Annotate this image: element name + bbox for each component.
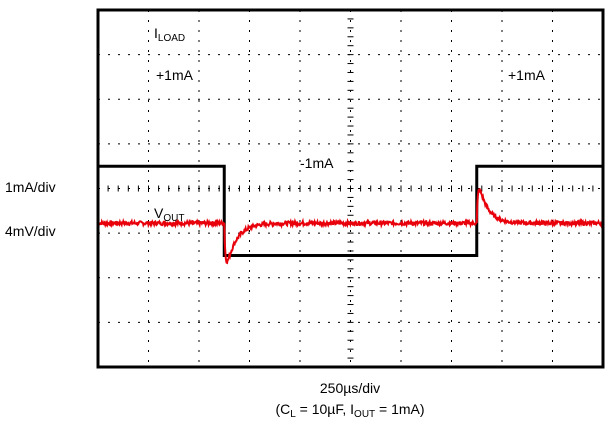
voltage-scale-label: 4mV/div [5,223,56,239]
level-annotation-high-left: +1mA [156,67,194,83]
iload-series-label: ILOAD [154,25,185,44]
iload-trace [98,164,603,257]
level-annotation-high-right: +1mA [508,67,546,83]
plot-frame [96,8,605,369]
vout-series-label: VOUT [154,205,184,224]
traces [97,164,604,265]
level-annotation-low: -1mA [300,155,334,171]
current-scale-label: 1mA/div [5,179,56,195]
test-conditions-label: (CL = 10µF, IOUT = 1mA) [275,401,424,420]
x-axis-label: 250µs/div [320,380,380,396]
vout-trace [97,188,604,265]
